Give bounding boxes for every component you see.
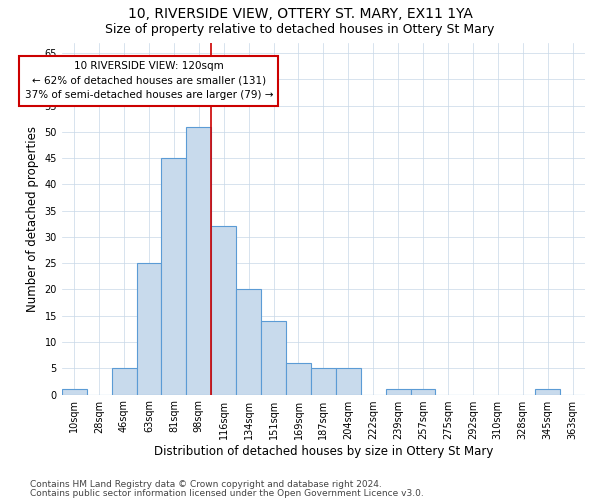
Text: Contains public sector information licensed under the Open Government Licence v3: Contains public sector information licen… bbox=[30, 488, 424, 498]
Bar bbox=[62, 390, 86, 394]
Bar bbox=[112, 368, 137, 394]
Bar bbox=[286, 363, 311, 394]
Bar bbox=[187, 126, 211, 394]
Bar bbox=[535, 390, 560, 394]
Bar bbox=[236, 290, 261, 395]
Bar bbox=[161, 158, 187, 394]
X-axis label: Distribution of detached houses by size in Ottery St Mary: Distribution of detached houses by size … bbox=[154, 444, 493, 458]
Text: 10 RIVERSIDE VIEW: 120sqm
← 62% of detached houses are smaller (131)
37% of semi: 10 RIVERSIDE VIEW: 120sqm ← 62% of detac… bbox=[25, 61, 273, 100]
Bar bbox=[311, 368, 336, 394]
Bar bbox=[410, 390, 436, 394]
Text: Contains HM Land Registry data © Crown copyright and database right 2024.: Contains HM Land Registry data © Crown c… bbox=[30, 480, 382, 489]
Text: Size of property relative to detached houses in Ottery St Mary: Size of property relative to detached ho… bbox=[106, 22, 494, 36]
Bar bbox=[261, 321, 286, 394]
Y-axis label: Number of detached properties: Number of detached properties bbox=[26, 126, 39, 312]
Text: 10, RIVERSIDE VIEW, OTTERY ST. MARY, EX11 1YA: 10, RIVERSIDE VIEW, OTTERY ST. MARY, EX1… bbox=[128, 8, 472, 22]
Bar bbox=[386, 390, 410, 394]
Bar bbox=[336, 368, 361, 394]
Bar bbox=[211, 226, 236, 394]
Bar bbox=[137, 263, 161, 394]
